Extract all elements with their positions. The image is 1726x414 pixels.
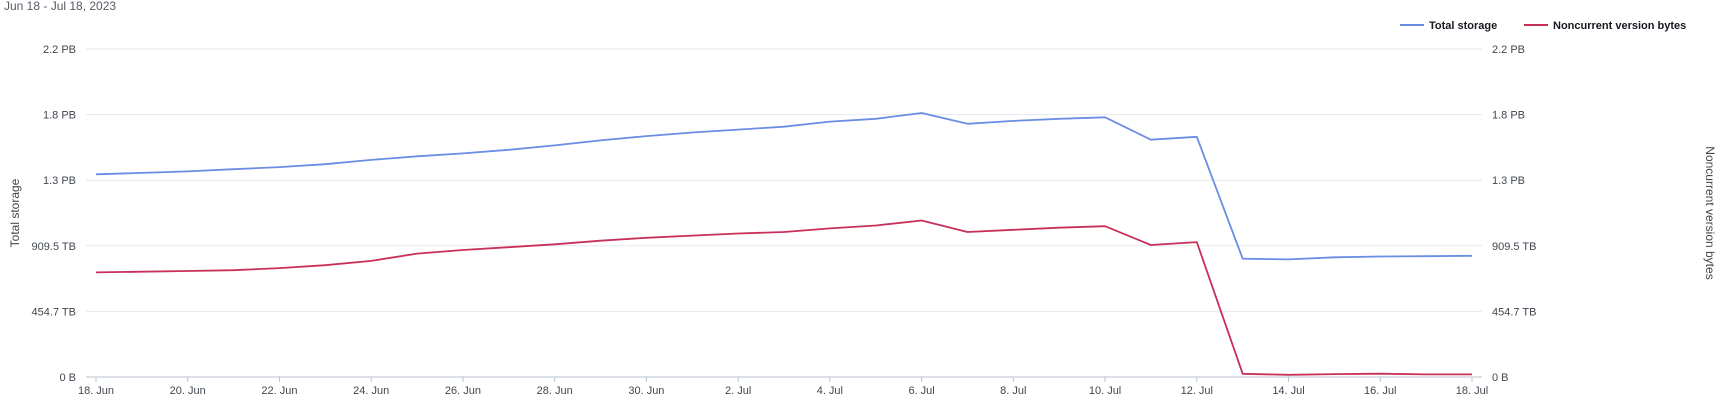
right-axis-title: Noncurrent version bytes: [1703, 146, 1717, 279]
right-y-tick-label: 2.2 PB: [1492, 44, 1525, 56]
x-tick-label: 12. Jul: [1181, 385, 1213, 397]
date-range-label: Jun 18 - Jul 18, 2023: [4, 0, 117, 13]
right-y-tick-label: 1.8 PB: [1492, 110, 1525, 122]
x-tick-label: 30. Jun: [628, 385, 664, 397]
x-axis-ticks: 18. Jun 20. Jun 22. Jun 24. Jun 26. Jun 28. J…: [78, 377, 1488, 397]
x-tick-label: 16. Jul: [1364, 385, 1396, 397]
left-axis-title: Total storage: [8, 178, 22, 247]
left-y-tick-label: 909.5 TB: [32, 241, 76, 253]
legend-label-noncurrent: Noncurrent version bytes: [1553, 20, 1686, 32]
right-y-tick-label: 0 B: [1492, 372, 1509, 384]
x-tick-label: 20. Jun: [170, 385, 206, 397]
x-tick-label: 18. Jul: [1456, 385, 1488, 397]
left-y-tick-label: 1.8 PB: [43, 110, 76, 122]
x-tick-label: 26. Jun: [445, 385, 481, 397]
left-y-tick-label: 2.2 PB: [43, 44, 76, 56]
left-y-tick-label: 454.7 TB: [32, 306, 76, 318]
left-y-tick-label: 0 B: [59, 372, 76, 384]
x-tick-label: 6. Jul: [908, 385, 934, 397]
x-tick-label: 4. Jul: [817, 385, 843, 397]
legend-label-total-storage: Total storage: [1429, 20, 1497, 32]
right-y-tick-label: 1.3 PB: [1492, 175, 1525, 187]
legend-item-noncurrent[interactable]: Noncurrent version bytes: [1524, 20, 1686, 32]
x-tick-label: 2. Jul: [725, 385, 751, 397]
series-line-total-storage: [95, 112, 1473, 261]
x-tick-label: 8. Jul: [1000, 385, 1026, 397]
right-y-axis-ticks: 0 B 454.7 TB 909.5 TB 1.3 PB 1.8 PB 2.2 PB: [1492, 44, 1536, 384]
series-line-noncurrent: [95, 219, 1472, 376]
x-tick-label: 28. Jun: [537, 385, 573, 397]
series-lines: [95, 112, 1473, 376]
right-y-tick-label: 454.7 TB: [1492, 306, 1536, 318]
legend-item-total-storage[interactable]: Total storage: [1400, 20, 1497, 32]
right-y-tick-label: 909.5 TB: [1492, 241, 1536, 253]
left-y-axis-ticks: 0 B 454.7 TB 909.5 TB 1.3 PB 1.8 PB 2.2 PB: [32, 44, 76, 384]
x-tick-label: 10. Jul: [1089, 385, 1121, 397]
left-y-tick-label: 1.3 PB: [43, 175, 76, 187]
x-tick-label: 18. Jun: [78, 385, 114, 397]
grid-lines: [86, 48, 1482, 312]
x-tick-label: 14. Jul: [1272, 385, 1304, 397]
legend[interactable]: Total storage Noncurrent version bytes: [1400, 20, 1686, 32]
x-tick-label: 22. Jun: [261, 385, 297, 397]
x-tick-label: 24. Jun: [353, 385, 389, 397]
